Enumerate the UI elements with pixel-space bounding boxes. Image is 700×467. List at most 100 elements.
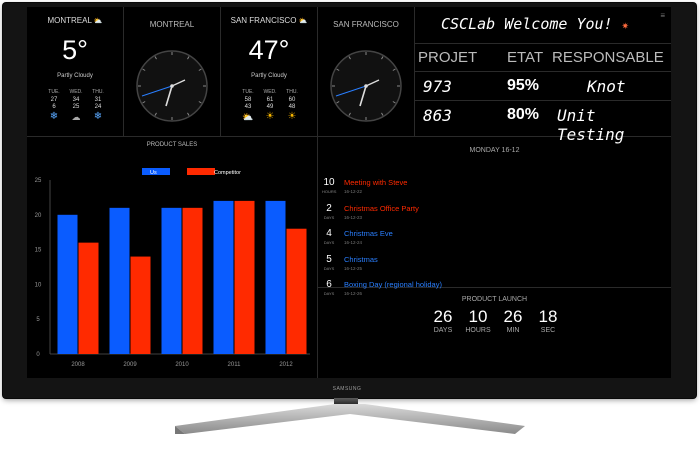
countdown-value: 10 <box>468 307 488 326</box>
forecast-low: 43 <box>244 104 252 110</box>
snowflake-icon: ❄ <box>93 110 103 122</box>
calendar-event[interactable]: 5 DAYS Christmas 16-12-25 <box>318 254 658 276</box>
event-date: 16-12-22 <box>344 189 363 194</box>
forecast-day: THU. 31 24 ❄ <box>87 89 109 122</box>
snowflake-icon: ❄ <box>49 110 59 122</box>
event-title: Christmas Office Party <box>344 203 419 213</box>
clock-tick <box>348 112 351 116</box>
forecast-high: 34 <box>72 96 80 103</box>
countdown-value: 26 <box>433 307 453 326</box>
countdown-sec: 18 SEC <box>528 307 568 334</box>
clock-widget-montreal: MONTREAL <box>124 7 221 137</box>
x-tick-label: 2011 <box>228 362 242 368</box>
countdown-value: 26 <box>503 307 523 326</box>
bar <box>78 242 99 354</box>
event-title: Boxing Day (regional holiday) <box>344 280 442 289</box>
calendar-event[interactable]: 4 DAYS Christmas Eve 16-12-24 <box>318 228 658 250</box>
event-countdown-unit: HOURS <box>322 189 337 194</box>
bar <box>130 256 151 354</box>
forecast-low: 6 <box>52 104 56 110</box>
fog-icon: ☁ <box>71 111 81 122</box>
countdown-label: SEC <box>540 327 556 334</box>
countdown-label: HOURS <box>465 327 491 334</box>
forecast-day: TUE. 27 6 ❄ <box>43 89 65 122</box>
welcome-panel: ≡ CSCLab Welcome You! ✷ PROJET ETAT RESP… <box>415 7 671 144</box>
y-tick-label: 0 <box>36 352 40 358</box>
project-owner: Knot <box>587 77 626 96</box>
forecast-day-label: WED. <box>263 89 277 95</box>
column-header-status: ETAT <box>507 49 544 66</box>
calendar-event[interactable]: 2 DAYS Christmas Office Party 16-12-23 <box>318 203 658 225</box>
sales-bar-chart: 0 5 10 15 20 25 Us Competitor 2008 2009 2010 2011 20… <box>35 168 310 368</box>
tv-brand-logo: SAMSUNG <box>332 386 362 392</box>
forecast-day-label: THU. <box>92 89 104 95</box>
weather-widget-montreal: MONTREAL ⛅ 5° Partly Cloudy TUE. 27 6 ❄ … <box>27 7 124 137</box>
analog-clock <box>136 50 208 122</box>
event-countdown-number: 10 <box>323 177 335 188</box>
forecast-high: 60 <box>288 96 296 103</box>
y-tick-label: 20 <box>35 213 42 219</box>
clock-city-label: MONTREAL <box>149 20 195 29</box>
menu-icon[interactable]: ≡ <box>660 11 665 20</box>
forecast-low: 25 <box>72 104 80 110</box>
bar <box>161 207 182 354</box>
analog-clock <box>330 50 402 122</box>
tv-stand-neck <box>334 398 358 404</box>
event-date: 16-12-25 <box>344 265 363 271</box>
countdown-label: MIN <box>506 327 520 334</box>
calendar-event[interactable]: 10 HOURS Meeting with Steve 16-12-22 <box>318 177 658 199</box>
event-countdown-unit: DAYS <box>323 240 335 245</box>
forecast-day: WED. 61 49 ☀ <box>259 89 281 122</box>
countdown-days: 26 DAYS <box>423 307 463 334</box>
weather-city-label: MONTREAL <box>47 16 92 25</box>
forecast-high: 61 <box>266 96 274 103</box>
bar <box>213 200 234 354</box>
partly-cloudy-icon: ⛅ <box>242 111 254 122</box>
calendar-event[interactable]: 6 DAYS Boxing Day (regional holiday) 16-12-… <box>318 279 658 301</box>
forecast-high: 58 <box>244 96 252 103</box>
current-temperature: 47° <box>248 35 290 65</box>
event-countdown-unit: DAYS <box>323 265 335 271</box>
weather-city: MONTREAL ⛅ <box>27 16 123 25</box>
bar <box>109 207 130 354</box>
project-id: 863 <box>423 106 452 125</box>
dashboard-screen: MONTREAL ⛅ 5° Partly Cloudy TUE. 27 6 ❄ … <box>27 7 671 378</box>
forecast-day: WED. 34 25 ☁ <box>65 89 87 122</box>
event-date: 16-12-23 <box>344 214 363 220</box>
forecast-low: 49 <box>266 104 274 110</box>
clock-tick <box>187 112 190 116</box>
forecast-day-label: WED. <box>69 89 83 95</box>
legend-swatch <box>142 168 170 175</box>
welcome-title: CSCLab Welcome You! ✷ <box>441 15 629 33</box>
forecast-day: THU. 60 48 ☀ <box>281 89 303 122</box>
partly-cloudy-icon: ⛅ <box>298 18 308 25</box>
forecast-high: 31 <box>94 96 102 103</box>
forecast-day-label: TUE. <box>48 89 60 95</box>
bar <box>57 214 78 354</box>
bar <box>265 200 286 354</box>
column-header-project: PROJET <box>418 49 478 66</box>
forecast-low: 48 <box>288 104 296 110</box>
x-tick-label: 2008 <box>71 362 85 368</box>
weather-city-label: SAN FRANCISCO <box>230 16 297 25</box>
sun-icon: ☀ <box>287 110 297 122</box>
event-countdown-number: 4 <box>326 228 332 239</box>
event-countdown-number: 2 <box>326 202 332 214</box>
clock-tick <box>198 101 202 104</box>
weather-description: Partly Cloudy <box>57 73 93 79</box>
countdown-min: 26 MIN <box>493 307 533 334</box>
countdown-label: DAYS <box>433 327 453 334</box>
clock-tick <box>187 56 190 60</box>
weather-widget-san-francisco: SAN FRANCISCO ⛅ 47° Partly Cloudy TUE. 5… <box>221 7 318 137</box>
project-status: 80% <box>507 106 540 123</box>
bar <box>234 200 255 354</box>
sun-icon: ☀ <box>265 110 275 122</box>
partly-cloudy-icon: ⛅ <box>93 18 103 25</box>
legend-label: Competitor <box>214 170 241 176</box>
calendar-widget: MONDAY 16-12 10 HOURS Meeting with Steve 16… <box>318 137 671 296</box>
x-tick-label: 2009 <box>123 362 137 368</box>
event-title: Christmas <box>344 254 378 264</box>
forecast-low: 24 <box>94 104 102 110</box>
y-tick-label: 5 <box>36 317 40 323</box>
y-tick-label: 10 <box>35 282 42 288</box>
